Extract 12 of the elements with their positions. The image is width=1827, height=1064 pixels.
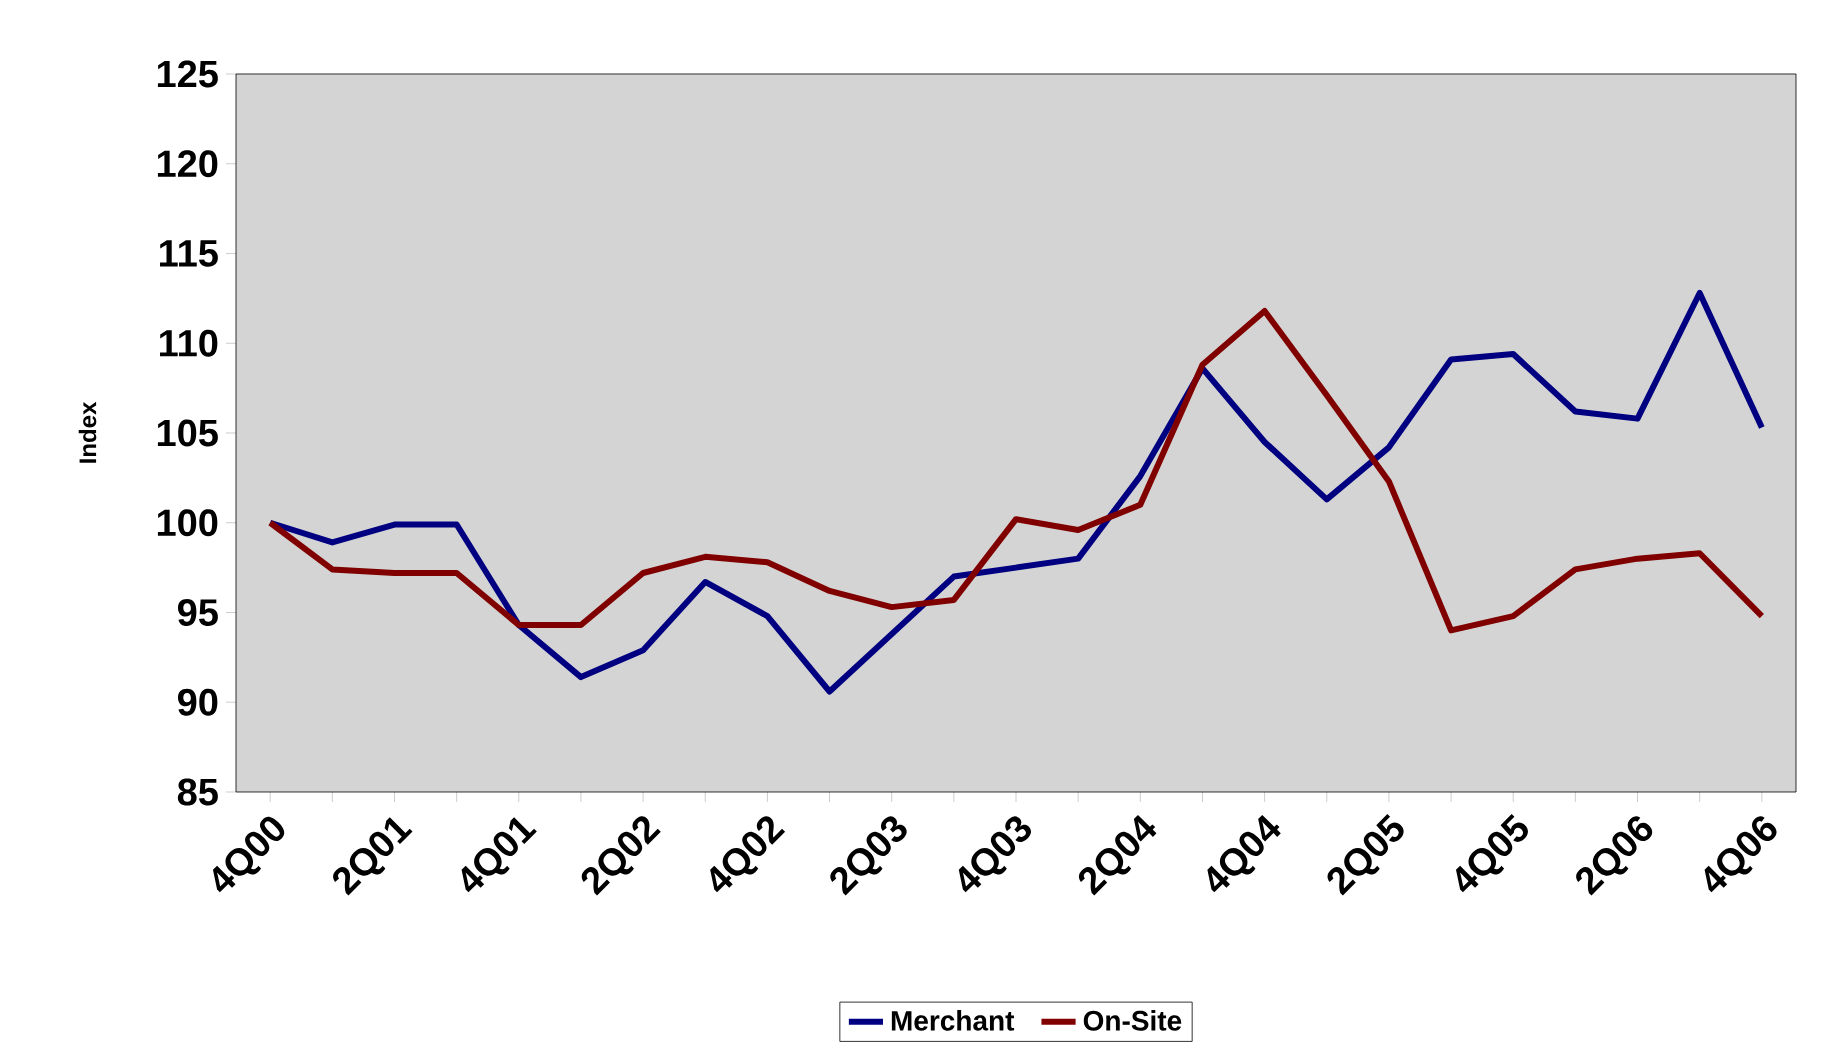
legend-label: On-Site [1083,1010,1182,1031]
y-tick-label: 90 [177,688,218,716]
y-tick-label: 85 [177,778,218,806]
y-tick-label: 110 [160,329,218,357]
y-axis-title: Index [78,401,97,463]
legend-label: Merchant [891,1010,1015,1031]
y-tick-label: 120 [157,150,218,178]
y-tick-label: 105 [157,419,218,447]
y-tick-label: 115 [160,240,218,267]
y-tick-label: 100 [157,509,218,537]
y-tick-label: 125 [157,60,218,88]
y-tick-label: 95 [177,599,218,626]
